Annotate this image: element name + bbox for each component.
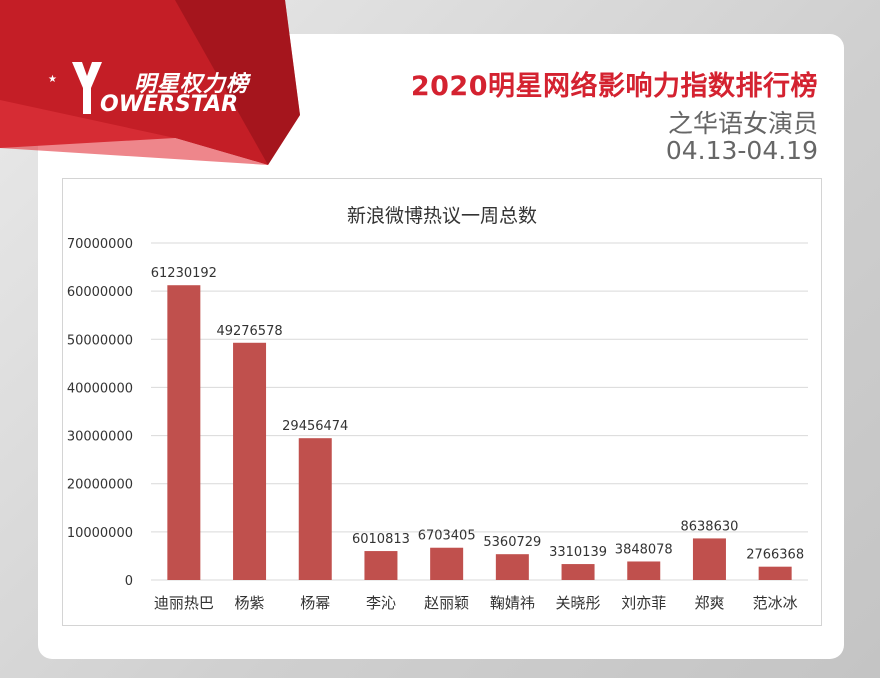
- bar: [627, 561, 661, 580]
- y-tick-label: 50000000: [67, 333, 133, 348]
- logo-y-icon: [72, 62, 102, 114]
- x-tick-label: 鞠婧祎: [490, 594, 535, 612]
- bar-chart: 0 10000000 20000000 30000000 40000000 5000000…: [67, 237, 808, 612]
- data-label: 61230192: [151, 266, 217, 281]
- x-tick-label: 李沁: [366, 594, 396, 612]
- bar: [298, 438, 332, 580]
- brand-name-cn: 明星权力榜: [134, 72, 250, 97]
- x-tick-label: 关晓彤: [556, 594, 601, 612]
- y-tick-label: 0: [125, 574, 133, 589]
- data-label: 6703405: [418, 529, 476, 544]
- bar: [167, 285, 201, 580]
- brand-name-en: OWERSTAR: [100, 92, 239, 117]
- data-label: 3848078: [615, 542, 673, 557]
- brand-ribbon: [0, 0, 300, 165]
- chart-frame: 新浪微博热议一周总数 0 10000000 20000000 30000000 4000…: [62, 178, 822, 626]
- y-tick-label: 20000000: [67, 478, 133, 493]
- data-label: 2766368: [746, 548, 804, 563]
- bar: [364, 551, 398, 580]
- data-label: 6010813: [352, 532, 410, 547]
- data-label: 5360729: [483, 535, 541, 550]
- x-tick-label: 范冰冰: [753, 594, 798, 612]
- x-tick-label: 赵丽颖: [424, 594, 469, 612]
- y-tick-label: 60000000: [67, 285, 133, 300]
- page-subtitle: 之华语女演员: [667, 109, 818, 138]
- data-label: 29456474: [282, 419, 348, 434]
- y-tick-label: 40000000: [67, 381, 133, 396]
- bar: [692, 538, 726, 580]
- x-tick-label: 郑爽: [694, 594, 724, 612]
- date-range: 04.13-04.19: [665, 136, 818, 165]
- bar: [495, 554, 529, 580]
- chart-title: 新浪微博热议一周总数: [346, 205, 537, 227]
- data-label: 49276578: [216, 324, 282, 339]
- data-label: 3310139: [549, 545, 607, 560]
- x-tick-label: 杨幂: [300, 594, 330, 612]
- bar: [561, 564, 595, 580]
- x-tick-label: 刘亦菲: [621, 594, 666, 612]
- y-tick-label: 70000000: [67, 237, 133, 252]
- x-tick-label: 杨紫: [235, 594, 265, 612]
- bar: [430, 547, 464, 580]
- x-tick-label: 迪丽热巴: [154, 594, 214, 612]
- bar: [233, 342, 267, 580]
- y-tick-label: 10000000: [67, 526, 133, 541]
- y-tick-label: 30000000: [67, 430, 133, 445]
- star-icon: ★: [48, 74, 57, 85]
- data-label: 8638630: [680, 519, 738, 534]
- page-title: 2020明星网络影响力指数排行榜: [410, 71, 818, 102]
- bar: [758, 566, 792, 580]
